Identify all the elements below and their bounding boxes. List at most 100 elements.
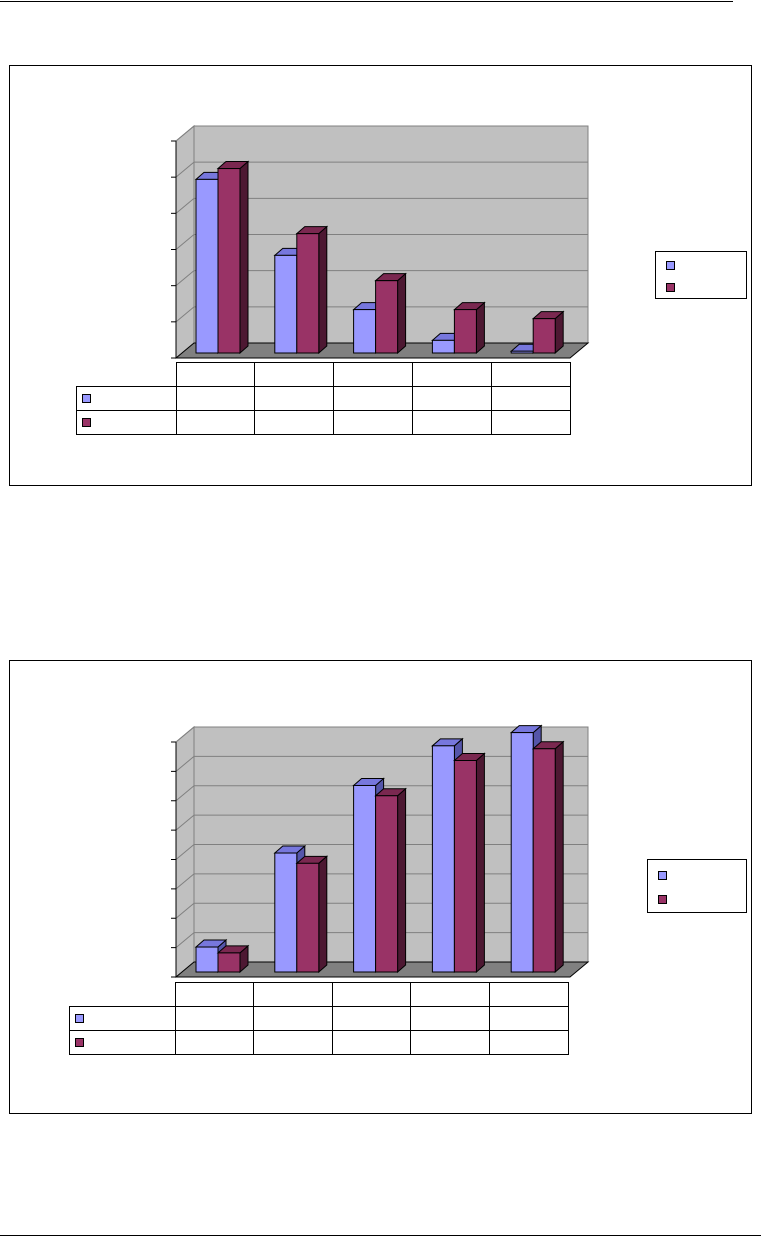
series-2-row-head xyxy=(69,1030,176,1055)
bar-side xyxy=(475,301,485,355)
table-row xyxy=(76,410,571,435)
category-cell xyxy=(175,982,254,1007)
bar-series-2-2 xyxy=(295,855,329,974)
legend-swatch-series-1 xyxy=(658,871,667,880)
gridline xyxy=(175,234,588,250)
bar-front xyxy=(217,952,241,973)
legend-item-series-2 xyxy=(658,893,728,905)
table-header-row xyxy=(69,982,569,1007)
series-1-row-head xyxy=(76,386,177,411)
bar-front xyxy=(195,178,219,354)
table-row xyxy=(69,1030,569,1055)
chart-1-frame xyxy=(9,65,752,486)
bar-front xyxy=(296,862,320,973)
bar-side xyxy=(318,855,328,974)
series-2-row-head xyxy=(76,410,177,435)
legend-item-series-1 xyxy=(666,259,736,271)
value-cell xyxy=(254,386,334,411)
category-cell xyxy=(254,362,334,387)
category-cell xyxy=(491,362,571,387)
series-1-swatch xyxy=(82,393,91,403)
value-cell xyxy=(489,1030,569,1055)
value-cell xyxy=(333,410,413,435)
bar-series-2-4 xyxy=(453,752,486,974)
bar-series-2-2 xyxy=(295,225,329,355)
chart-2-data-table xyxy=(69,982,569,1055)
legend-swatch-series-2 xyxy=(666,283,675,292)
bar-series-2-5 xyxy=(531,740,565,974)
bar-side xyxy=(397,787,407,974)
bar-side xyxy=(554,740,564,974)
gridline xyxy=(175,197,588,214)
bar-front xyxy=(431,339,455,354)
bar-front xyxy=(353,784,377,973)
bar-front xyxy=(217,168,241,354)
value-cell xyxy=(410,1030,490,1055)
value-cell xyxy=(176,386,255,411)
bar-front xyxy=(510,732,534,973)
series-1-swatch xyxy=(75,1013,84,1023)
value-cell xyxy=(412,386,492,411)
category-cell xyxy=(412,362,492,387)
chart-2-frame xyxy=(9,660,752,1114)
value-cell xyxy=(253,1030,333,1055)
bar-side xyxy=(397,272,407,355)
gridline xyxy=(175,306,588,323)
chart-2-legend xyxy=(647,859,747,913)
table-header-row xyxy=(76,362,571,387)
bar-front xyxy=(532,318,556,354)
category-cell xyxy=(333,362,413,387)
table-corner-cell xyxy=(69,982,176,1007)
legend-item-series-2 xyxy=(666,281,736,293)
bar-series-2-5 xyxy=(531,310,565,355)
gridline xyxy=(175,726,588,743)
value-cell xyxy=(176,410,255,435)
bar-series-2-3 xyxy=(374,272,407,355)
value-cell xyxy=(332,1006,411,1031)
table-corner-cell xyxy=(76,362,177,387)
series-1-row-head xyxy=(69,1006,176,1031)
bar-series-2-4 xyxy=(453,301,486,355)
value-cell xyxy=(412,410,492,435)
bar-front xyxy=(375,795,399,973)
value-cell xyxy=(332,1030,411,1055)
bar-front xyxy=(453,760,477,973)
value-cell xyxy=(254,410,334,435)
footer-rule xyxy=(0,1235,761,1236)
chart-1-legend xyxy=(655,251,747,299)
table-row xyxy=(76,386,571,411)
value-cell xyxy=(491,386,571,411)
gridline xyxy=(175,161,588,178)
header-rule xyxy=(0,1,733,2)
table-row xyxy=(69,1006,569,1031)
bar-front xyxy=(274,852,298,973)
value-cell xyxy=(175,1006,254,1031)
series-2-swatch xyxy=(82,417,91,427)
bar-side xyxy=(475,752,485,974)
value-cell xyxy=(253,1006,333,1031)
category-cell xyxy=(253,982,333,1007)
bar-front xyxy=(353,309,377,354)
category-cell xyxy=(410,982,490,1007)
gridline xyxy=(175,270,588,287)
bar-series-2-1 xyxy=(216,160,250,355)
bar-series-2-1 xyxy=(216,944,250,974)
bar-side xyxy=(318,225,328,355)
value-cell xyxy=(489,1006,569,1031)
chart-2-plot xyxy=(171,724,590,979)
bar-front xyxy=(510,350,534,354)
legend-swatch-series-1 xyxy=(666,261,675,270)
legend-swatch-series-2 xyxy=(658,895,667,904)
bar-front xyxy=(296,233,320,354)
bar-front xyxy=(453,309,477,354)
category-cell xyxy=(176,362,255,387)
value-cell xyxy=(333,386,413,411)
gridline xyxy=(175,125,588,142)
legend-item-series-1 xyxy=(658,869,728,881)
chart-1-plot xyxy=(171,124,590,360)
bar-front xyxy=(195,946,219,973)
value-cell xyxy=(491,410,571,435)
bar-front xyxy=(375,280,399,354)
bar-side xyxy=(239,160,249,355)
chart-1-data-table xyxy=(76,362,571,435)
